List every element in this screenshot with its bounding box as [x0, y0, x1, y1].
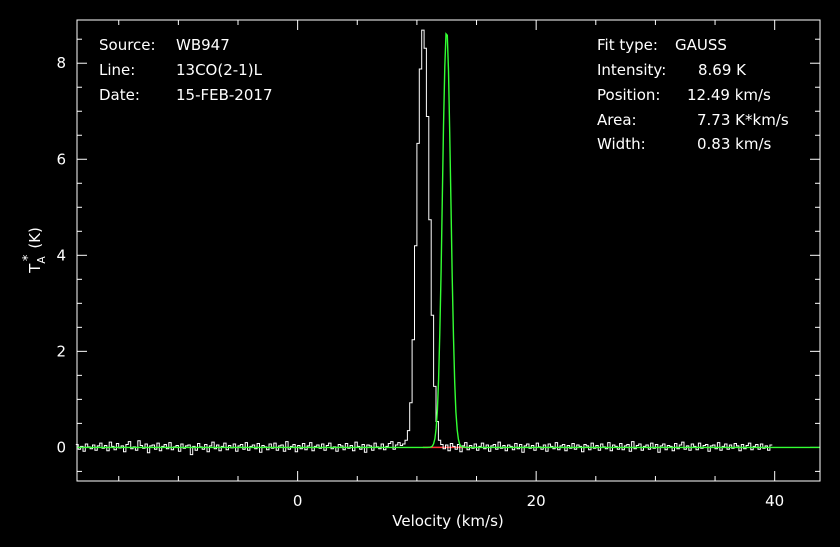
- x-tick-label: 0: [293, 492, 303, 510]
- y-tick-label: 2: [56, 342, 66, 360]
- svg-text:TA*(K): TA* (K): [21, 227, 48, 274]
- plot-series: [75, 29, 820, 456]
- fit-type-label: Fit type:: [597, 36, 658, 54]
- fit-type-value: GAUSS: [675, 36, 727, 54]
- axis-tick-labels: 0 20 40 0 2 4 6 8: [56, 54, 784, 510]
- area-label: Area:: [597, 111, 637, 129]
- width-label: Width:: [597, 135, 646, 153]
- position-label: Position:: [597, 86, 660, 104]
- x-axis-label: Velocity (km/s): [392, 512, 503, 530]
- y-axis-label-unit: (K): [26, 227, 44, 249]
- y-tick-label: 0: [56, 438, 66, 456]
- plot-frame: [76, 19, 821, 482]
- x-tick-label: 20: [527, 492, 546, 510]
- position-value: 12.49 km/s: [687, 86, 771, 104]
- axis-ticks: [77, 20, 820, 481]
- date-label: Date:: [99, 86, 140, 104]
- header-left: Source: WB947 Line: 13CO(2-1)L Date: 15-…: [99, 36, 272, 104]
- x-tick-label: 40: [765, 492, 784, 510]
- date-value: 15-FEB-2017: [176, 86, 272, 104]
- y-axis-label-sub: A: [35, 256, 48, 264]
- line-value: 13CO(2-1)L: [176, 61, 263, 79]
- y-axis-label-main: T: [26, 263, 44, 274]
- area-value: 7.73 K*km/s: [697, 111, 789, 129]
- line-label: Line:: [99, 61, 135, 79]
- width-value: 0.83 km/s: [697, 135, 772, 153]
- y-tick-label: 6: [56, 150, 66, 168]
- spectrum-line: [75, 29, 773, 456]
- intensity-value: 8.69 K: [698, 61, 747, 79]
- source-label: Source:: [99, 36, 156, 54]
- header-right: Fit type: GAUSS Intensity: 8.69 K Positi…: [597, 36, 789, 153]
- y-tick-label: 4: [56, 246, 66, 264]
- gaussian-fit-line: [77, 32, 820, 449]
- y-tick-label: 8: [56, 54, 66, 72]
- y-axis-label: TA* (K): [21, 227, 48, 274]
- y-axis-label-sup: *: [21, 254, 36, 261]
- intensity-label: Intensity:: [597, 61, 666, 79]
- source-value: WB947: [176, 36, 230, 54]
